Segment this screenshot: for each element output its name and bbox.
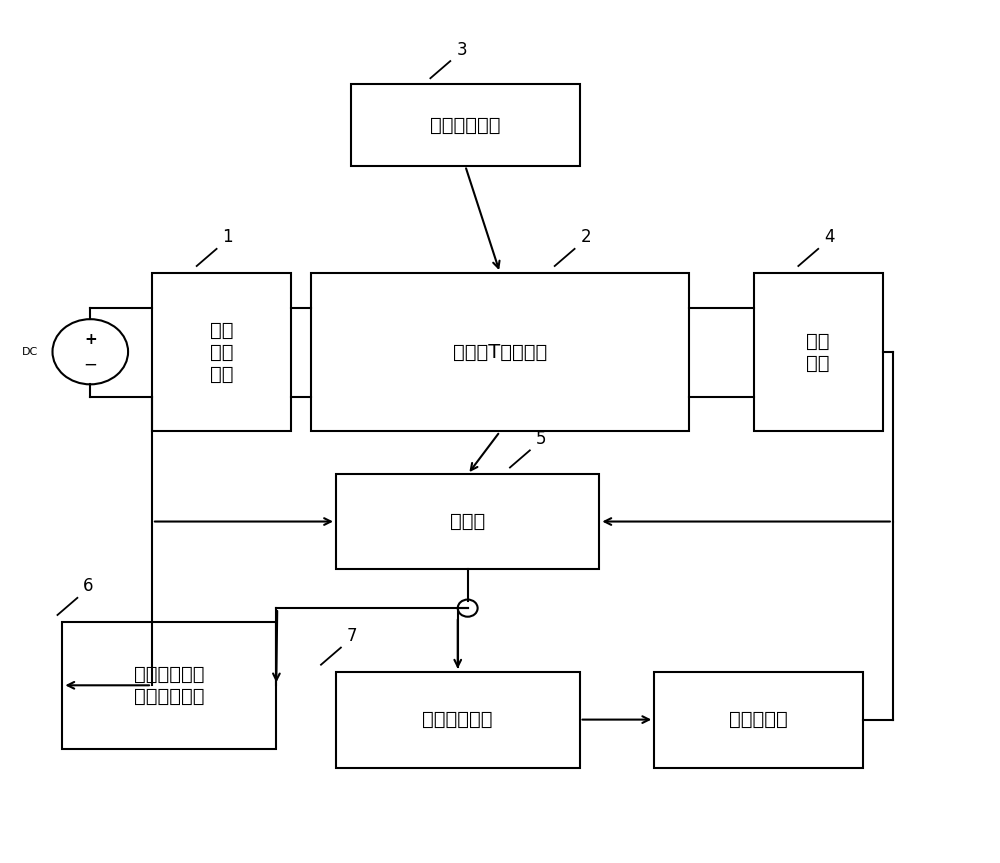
Text: 3: 3 <box>456 41 467 59</box>
FancyBboxPatch shape <box>654 671 863 767</box>
Text: 2: 2 <box>581 229 591 246</box>
FancyBboxPatch shape <box>336 671 580 767</box>
FancyBboxPatch shape <box>62 622 276 749</box>
Text: −: − <box>83 356 97 374</box>
Text: 故障隔离电路: 故障隔离电路 <box>430 116 500 135</box>
Text: 容错桥: 容错桥 <box>450 512 485 531</box>
Text: 冗余
桥臂: 冗余 桥臂 <box>806 331 830 373</box>
Text: 6: 6 <box>83 577 94 595</box>
Text: 7: 7 <box>347 627 357 645</box>
Text: 直流母线中点
电压控制电路: 直流母线中点 电压控制电路 <box>134 665 205 706</box>
FancyBboxPatch shape <box>351 85 580 166</box>
Text: 直流
输入
电路: 直流 输入 电路 <box>210 321 233 384</box>
Text: 负载或电网: 负载或电网 <box>729 710 788 729</box>
Text: 交流输出电路: 交流输出电路 <box>422 710 493 729</box>
Text: 4: 4 <box>824 229 835 246</box>
Text: +: + <box>84 332 97 347</box>
FancyBboxPatch shape <box>311 273 689 432</box>
FancyBboxPatch shape <box>152 273 291 432</box>
FancyBboxPatch shape <box>336 475 599 569</box>
Text: DC: DC <box>22 347 39 356</box>
Text: 1: 1 <box>223 229 233 246</box>
Text: 三电平T型变流器: 三电平T型变流器 <box>453 343 547 362</box>
FancyBboxPatch shape <box>754 273 883 432</box>
Text: 5: 5 <box>536 430 546 448</box>
